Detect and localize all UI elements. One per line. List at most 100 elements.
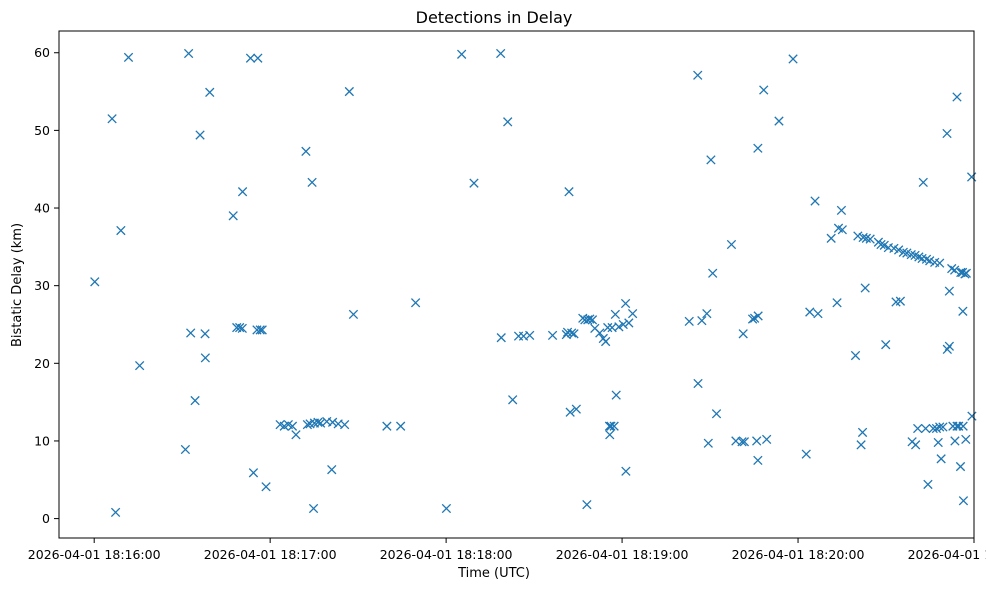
detection-point — [508, 395, 518, 405]
detection-point — [569, 329, 579, 339]
detection-point — [726, 239, 737, 250]
detection-point — [595, 328, 605, 338]
detection-point — [938, 422, 948, 432]
detection-point — [245, 53, 256, 63]
plot-frame — [58, 30, 975, 539]
detection-point — [837, 225, 847, 235]
detection-point — [739, 437, 750, 447]
detection-point — [313, 417, 323, 427]
detection-point — [609, 421, 619, 431]
y-axis: 0 10 20 30 40 50 60 — [34, 45, 59, 526]
detection-point — [697, 315, 707, 326]
detection-point — [195, 130, 205, 140]
detection-point — [301, 146, 311, 157]
detection-point — [611, 390, 621, 400]
detection-point — [702, 308, 712, 319]
detection-point — [949, 265, 960, 275]
detection-point — [566, 328, 577, 338]
detection-point — [761, 434, 772, 445]
detection-point — [961, 434, 971, 445]
detection-point — [933, 437, 943, 448]
detection-point — [788, 54, 798, 64]
detection-point — [708, 268, 718, 278]
detection-point — [469, 178, 479, 188]
detection-point — [923, 479, 933, 490]
detection-point — [605, 430, 615, 440]
detection-point — [935, 422, 945, 432]
detection-point — [123, 52, 134, 63]
detection-point — [958, 496, 969, 506]
detection-point — [936, 454, 946, 464]
detection-point — [395, 421, 406, 431]
detection-point — [967, 411, 977, 421]
detection-point — [801, 449, 811, 459]
y-tick-label: 20 — [34, 356, 50, 371]
detection-point — [860, 283, 870, 293]
detection-point — [606, 421, 616, 431]
detection-point — [810, 196, 820, 206]
detection-point — [836, 205, 847, 216]
detection-point — [571, 404, 581, 414]
x-tick-label: 2026-04-01 18:18:00 — [380, 547, 513, 562]
detection-point — [961, 268, 972, 278]
detection-point — [752, 436, 762, 446]
detection-point — [753, 455, 763, 466]
detection-point — [881, 340, 891, 350]
detection-point — [952, 92, 962, 102]
detection-point — [348, 309, 359, 320]
detection-point — [547, 330, 558, 341]
detection-point — [826, 233, 836, 243]
detection-point — [944, 286, 955, 296]
x-tick-label: 2026-04-01 18:19:00 — [556, 547, 689, 562]
detection-point — [958, 306, 968, 316]
detection-point — [261, 482, 271, 492]
detection-point — [456, 49, 467, 59]
detection-point — [257, 325, 267, 335]
detection-point — [308, 503, 319, 514]
detection-point — [186, 328, 196, 338]
y-tick-label: 40 — [34, 201, 50, 216]
detection-point — [344, 86, 354, 97]
detection-point — [920, 423, 931, 434]
detection-point — [805, 307, 815, 317]
detection-point — [759, 85, 769, 95]
x-tick-label: 2026-04-01 18:21:00 — [908, 547, 986, 562]
detection-point — [234, 322, 245, 333]
detection-point — [90, 277, 100, 287]
detection-point — [496, 333, 506, 343]
scatter-series — [90, 48, 977, 518]
x-axis: 2026-04-01 18:16:00 2026-04-01 18:17:00 20… — [28, 538, 986, 562]
detection-point — [853, 231, 863, 241]
x-tick-label: 2026-04-01 18:17:00 — [204, 547, 337, 562]
detection-point — [865, 234, 875, 244]
detection-point — [947, 263, 957, 274]
detection-point — [327, 465, 337, 475]
detection-point — [935, 258, 945, 268]
detection-point — [738, 329, 748, 339]
detection-point — [110, 507, 121, 518]
detection-point — [525, 330, 535, 341]
detection-point — [339, 419, 350, 430]
detection-point — [382, 421, 392, 431]
x-axis-label: Time (UTC) — [457, 566, 530, 581]
detection-point — [737, 437, 747, 447]
detection-point — [627, 308, 638, 319]
detection-point — [441, 503, 452, 514]
detection-point — [893, 245, 904, 255]
detection-point — [237, 187, 248, 197]
detection-point — [918, 177, 928, 188]
detection-point — [587, 315, 598, 325]
detection-point — [958, 421, 968, 431]
detection-point — [850, 350, 861, 361]
detection-point — [876, 239, 886, 250]
detection-point — [253, 53, 263, 63]
detection-point — [561, 329, 572, 340]
x-tick-label: 2026-04-01 18:16:00 — [28, 547, 161, 562]
detection-point — [107, 114, 117, 124]
detection-point — [190, 395, 200, 406]
y-tick-label: 30 — [34, 278, 50, 293]
y-tick-label: 60 — [34, 45, 50, 60]
detection-point — [621, 466, 631, 476]
